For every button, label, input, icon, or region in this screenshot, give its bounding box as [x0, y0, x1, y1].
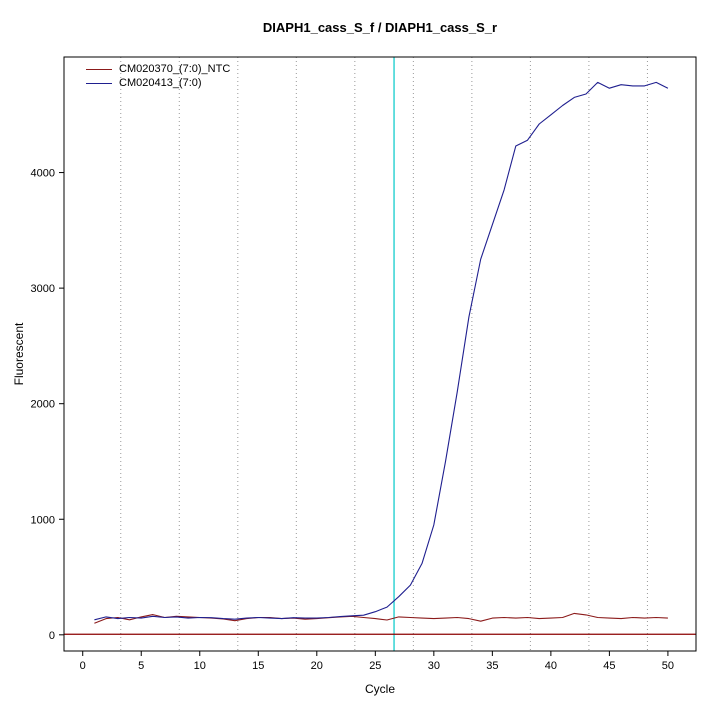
x-axis-label: Cycle	[364, 682, 395, 696]
y-tick-label: 3000	[31, 283, 55, 295]
y-tick-label: 2000	[31, 399, 55, 411]
x-tick-label: 45	[603, 660, 615, 672]
legend-item-sample: CM020413_(7:0)	[86, 76, 230, 90]
legend-label-sample: CM020413_(7:0)	[119, 77, 202, 89]
legend-item-ntc: CM020370_(7:0)_NTC	[86, 62, 230, 76]
plot-border	[63, 56, 697, 652]
x-tick-label: 15	[252, 660, 264, 672]
legend-line-swatch-sample	[86, 82, 112, 84]
y-axis-label: Fluorescent	[12, 322, 26, 386]
x-tick-label: 20	[311, 660, 323, 672]
x-tick-label: 35	[486, 660, 498, 672]
x-tick-label: 50	[662, 660, 674, 672]
y-tick-label: 4000	[31, 168, 55, 180]
chart-title: DIAPH1_cass_S_f / DIAPH1_cass_S_r	[262, 20, 498, 35]
x-tick-label: 25	[369, 660, 381, 672]
legend: CM020370_(7:0)_NTC CM020413_(7:0)	[86, 62, 230, 90]
x-tick-label: 5	[138, 660, 144, 672]
x-tick-label: 40	[545, 660, 557, 672]
x-tick-label: 10	[194, 660, 206, 672]
x-tick-label: 0	[80, 660, 86, 672]
y-tick-label: 1000	[31, 514, 55, 526]
y-tick-label: 0	[49, 630, 55, 642]
legend-line-swatch-ntc	[86, 68, 112, 70]
series-line-0	[94, 612, 668, 624]
x-tick-label: 30	[428, 660, 440, 672]
series-line-1	[94, 81, 669, 621]
legend-label-ntc: CM020370_(7:0)_NTC	[119, 63, 231, 75]
